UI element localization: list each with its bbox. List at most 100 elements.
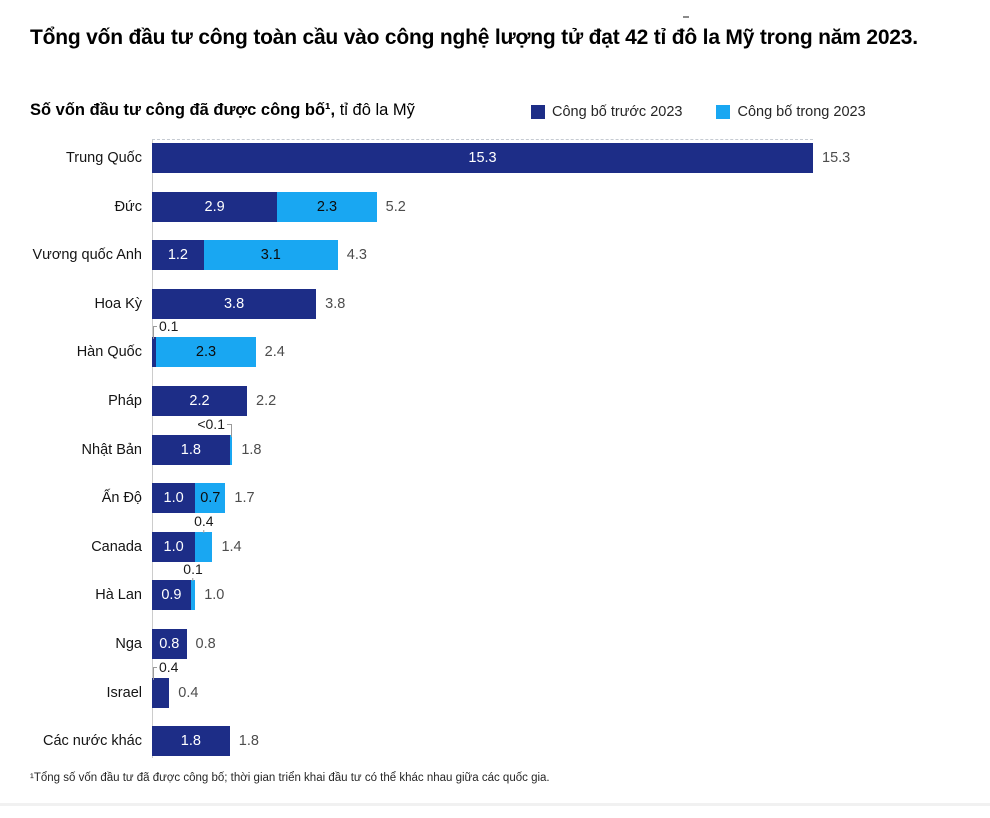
chart-row: Israel 0.4 0.4 <box>107 659 990 727</box>
category-label: Hàn Quốc <box>76 344 142 361</box>
chart-row: Đức 2.9 2.3 5.2 <box>115 191 990 241</box>
chart-subtitle: Số vốn đầu tư công đã được công bố¹, tỉ … <box>30 101 415 120</box>
category-label: Trung Quốc <box>65 150 142 166</box>
bar-value-label: 2.3 <box>195 344 217 361</box>
bar-segment-pre2023: 2.9 <box>152 191 278 222</box>
chart-row: Nhật Bản 1.8 1.8 <0.1 <box>82 416 990 484</box>
bar-track: 2.2 2.2 <box>152 385 990 416</box>
bar-segment-pre2023: 15.3 <box>152 143 813 173</box>
bar-track: 2.9 2.3 5.2 <box>152 191 990 222</box>
category-label: Hà Lan <box>95 587 142 604</box>
category-label: Hoa Kỳ <box>94 295 142 312</box>
callout-tick-line <box>203 529 205 533</box>
bar-segment-pre2023: 0.8 <box>152 628 187 659</box>
chart-subtitle-unit: tỉ đô la Mỹ <box>335 101 415 119</box>
bar-segment-in2023 <box>190 580 196 611</box>
bar-value-label: 2.3 <box>316 198 338 215</box>
category-label: Đức <box>114 198 142 215</box>
callout-text: <0.1 <box>197 415 225 432</box>
category-label: Pháp <box>108 392 142 409</box>
callout-leader-line <box>226 423 232 437</box>
bar-segment-pre2023 <box>152 677 170 708</box>
bar-track: 3.8 3.8 <box>152 288 990 319</box>
bar-value-label: 0.9 <box>161 587 182 604</box>
bar-track: 1.0 1.4 0.4 <box>152 513 990 562</box>
legend-item-pre2023: Công bố trước 2023 <box>531 104 682 120</box>
bar-track: 2.3 2.4 0.1 <box>152 318 990 368</box>
bar-value-label: 2.9 <box>204 198 225 215</box>
bar-total-label: 1.8 <box>241 441 262 458</box>
bar-segment-in2023: 0.7 <box>195 483 226 514</box>
bar-total-label: 1.0 <box>204 587 225 604</box>
callout-tick-line <box>192 578 194 582</box>
bar-segment-pre2023: 1.8 <box>152 726 230 757</box>
category-label: Ấn Độ <box>101 490 142 507</box>
bar-value-label: 1.0 <box>163 538 184 555</box>
bar-segment-in2023 <box>229 434 233 465</box>
bar-segment-in2023: 2.3 <box>277 191 377 222</box>
chart-row: Ấn Độ 1.0 0.7 1.7 <box>102 483 990 532</box>
bar-total-label: 2.4 <box>264 344 285 361</box>
bar-value-label: 0.7 <box>200 490 221 507</box>
bar-value-label: 1.8 <box>180 441 201 458</box>
small-value-callout: 0.1 <box>183 561 203 582</box>
page-bottom-divider <box>0 803 990 806</box>
chart-subtitle-bold: Số vốn đầu tư công đã được công bố¹, <box>30 101 336 119</box>
category-label: Israel <box>106 684 142 701</box>
bar-segment-pre2023: 0.9 <box>152 580 191 611</box>
bar-value-label: 1.2 <box>167 247 188 264</box>
legend-label-in2023: Công bố trong 2023 <box>737 104 866 120</box>
chart-row: Hà Lan 0.9 1.0 0.1 <box>95 561 990 629</box>
page-title: Tổng vốn đầu tư công toàn cầu vào công n… <box>30 26 918 49</box>
bar-segment-in2023 <box>195 531 213 562</box>
bar-segment-pre2023 <box>152 337 157 368</box>
dashed-topline <box>152 139 813 140</box>
callout-text: 0.1 <box>183 561 203 578</box>
chart-row: Trung Quốc 15.3 15.3 <box>66 139 990 192</box>
legend-label-pre2023: Công bố trước 2023 <box>552 104 683 120</box>
small-value-callout: 0.1 <box>153 318 179 340</box>
bar-track: 1.0 0.7 1.7 <box>152 483 990 514</box>
small-value-callout: <0.1 <box>197 416 232 437</box>
category-label: Canada <box>91 538 142 555</box>
stray-dash <box>683 16 689 18</box>
footnote: ¹Tổng số vốn đầu tư đã được công bố; thờ… <box>30 772 550 784</box>
chart-row: Pháp 2.2 2.2 <box>108 385 990 435</box>
bar-track: 0.4 0.4 <box>152 659 990 708</box>
legend-swatch-in2023-icon <box>716 105 731 119</box>
bar-track: 1.8 1.8 <0.1 <box>152 416 990 465</box>
bar-value-label: 1.8 <box>180 733 201 750</box>
bar-value-label: 15.3 <box>468 150 497 166</box>
bar-segment-pre2023: 1.0 <box>152 531 196 562</box>
bar-track: 0.8 0.8 <box>152 628 990 659</box>
bar-total-label: 0.8 <box>195 635 216 652</box>
bar-segment-pre2023: 2.2 <box>152 385 248 416</box>
legend: Công bố trước 2023 Công bố trong 2023 <box>531 104 866 120</box>
bar-total-label: 2.2 <box>256 392 277 409</box>
bar-segment-in2023: 3.1 <box>203 240 338 271</box>
bar-total-label: 3.8 <box>325 295 346 312</box>
bar-segment-pre2023: 1.0 <box>152 483 196 514</box>
category-label: Nhật Bản <box>81 441 142 458</box>
callout-text: 0.4 <box>194 512 214 529</box>
bar-segment-pre2023: 1.2 <box>152 240 204 271</box>
chart-row: Các nước khác 1.8 1.8 <box>43 726 990 775</box>
bar-track: 0.9 1.0 0.1 <box>152 561 990 611</box>
callout-text: 0.1 <box>159 318 179 335</box>
category-label: Nga <box>115 635 142 652</box>
chart-row: Hàn Quốc 2.3 2.4 0.1 <box>77 318 990 386</box>
bar-track: 1.2 3.1 4.3 <box>152 240 990 271</box>
chart-row: Canada 1.0 1.4 0.4 <box>91 513 990 581</box>
bar-value-label: 3.8 <box>223 295 245 312</box>
chart-row: Nga 0.8 0.8 <box>115 628 990 678</box>
bar-total-label: 4.3 <box>346 247 367 264</box>
small-value-callout: 0.4 <box>153 659 178 680</box>
bar-track: 15.3 15.3 <box>152 139 990 173</box>
callout-text: 0.4 <box>159 658 179 675</box>
bar-total-label: 15.3 <box>822 150 851 166</box>
chart-row: Vương quốc Anh 1.2 3.1 4.3 <box>32 240 990 289</box>
bar-total-label: 1.7 <box>234 490 255 507</box>
callout-leader-line <box>153 666 157 680</box>
chart-row: Hoa Kỳ 3.8 3.8 <box>94 288 990 338</box>
